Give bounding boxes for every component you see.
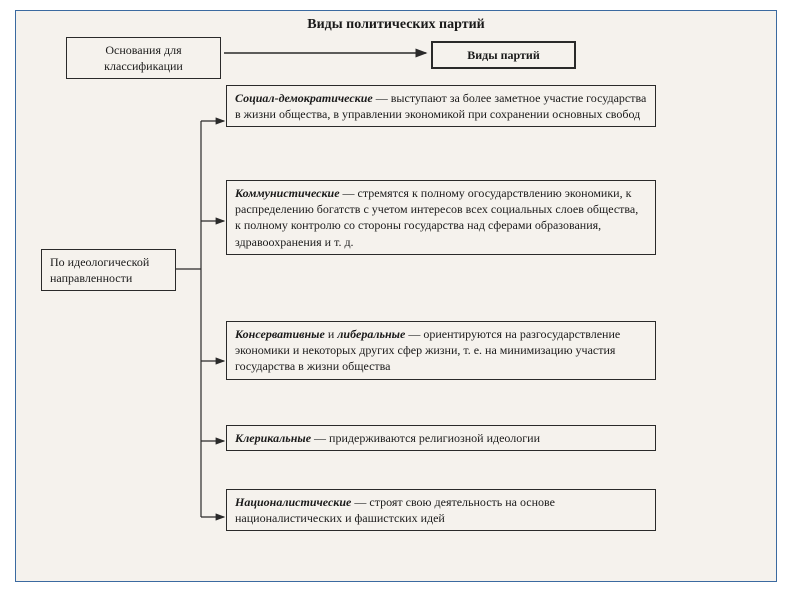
item-conservative-liberal: Консервативные и либеральные — ориентиру… — [226, 321, 656, 380]
mid: и — [325, 327, 337, 341]
diagram-container: Виды политических партий Основания для к… — [15, 10, 777, 582]
term: Социал-демократические — [235, 91, 373, 105]
item-social-democratic: Социал-демократические — выступают за бо… — [226, 85, 656, 127]
left-label: По идеологической направленности — [50, 255, 149, 285]
term: Клерикальные — [235, 431, 311, 445]
desc: — придерживаются религиозной идеологии — [311, 431, 540, 445]
header-classification-basis: Основания для классификации — [66, 37, 221, 79]
term2: либеральные — [337, 327, 405, 341]
category-ideology: По идеологической направленности — [41, 249, 176, 291]
item-communist: Коммунистические — стремятся к полному о… — [226, 180, 656, 255]
header2-text: Виды партий — [467, 48, 540, 62]
diagram-title: Виды политических партий — [16, 17, 776, 33]
header1-text: Основания для классификации — [104, 43, 183, 73]
header-party-types: Виды партий — [431, 41, 576, 69]
term: Коммунистические — [235, 186, 340, 200]
item-nationalist: Националистические — строят свою деятель… — [226, 489, 656, 531]
item-clerical: Клерикальные — придерживаются религиозно… — [226, 425, 656, 451]
term: Консервативные — [235, 327, 325, 341]
term: Националистические — [235, 495, 351, 509]
